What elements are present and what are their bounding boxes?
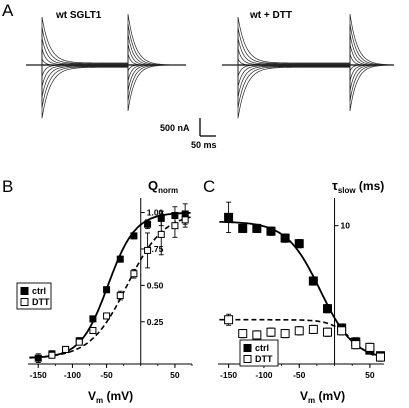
scale-time-label: 50 ms — [191, 140, 217, 150]
data-point-ctrl — [116, 255, 124, 263]
data-point-ctrl — [266, 226, 276, 236]
current-trace — [222, 13, 395, 119]
current-trace — [222, 33, 394, 98]
data-point-ctrl — [322, 304, 332, 314]
data-point-dtt — [365, 342, 375, 352]
data-point-ctrl — [144, 220, 152, 228]
current-trace — [26, 16, 186, 112]
data-point-dtt — [294, 326, 304, 336]
data-point-dtt — [144, 246, 152, 254]
scale-bar: 500 nA 50 ms — [160, 118, 217, 150]
data-point-dtt — [224, 315, 234, 325]
x-tick-label: 50 — [170, 370, 180, 380]
data-point-ctrl — [238, 223, 248, 233]
data-point-dtt — [375, 352, 385, 362]
data-point-dtt — [252, 330, 262, 340]
data-point-dtt — [103, 312, 111, 320]
data-point-ctrl — [130, 232, 138, 240]
data-point-dtt — [116, 292, 124, 300]
x-tick-label: -100 — [64, 370, 81, 380]
current-trace — [26, 23, 186, 108]
current-trace — [222, 48, 394, 82]
current-trace — [222, 16, 395, 112]
panel-a-label: A — [2, 1, 14, 20]
legend-label-dtt: DTT — [255, 354, 273, 364]
y-tick-label: 1.00 — [147, 208, 164, 218]
trace-panel-right: wt + DTT — [222, 10, 395, 119]
x-axis-label: Vm (mV) — [300, 389, 345, 405]
x-tick-label: -100 — [255, 370, 272, 380]
data-point-dtt — [62, 345, 70, 353]
data-point-ctrl — [34, 354, 42, 362]
data-point-dtt — [130, 270, 138, 278]
panel-b-label: B — [2, 177, 13, 196]
x-tick-label: -150 — [220, 370, 237, 380]
data-point-ctrl — [294, 239, 304, 249]
x-tick-label: -150 — [30, 370, 47, 380]
legend-label-dtt: DTT — [32, 297, 50, 307]
y-tick-label: 0.50 — [147, 280, 164, 290]
trace-right-title: wt + DTT — [249, 10, 292, 21]
scale-current-label: 500 nA — [160, 123, 190, 133]
trace-panel-left: wt SGLT1 — [26, 10, 187, 119]
current-trace — [26, 13, 187, 119]
current-trace — [222, 27, 395, 102]
current-trace — [222, 23, 394, 108]
y-tick-label: 10 — [341, 221, 351, 231]
data-point-ctrl — [103, 286, 111, 294]
data-point-ctrl — [252, 223, 262, 233]
x-tick-label: -50 — [100, 370, 113, 380]
chart-b: -150 -100 -50 50 0.25 0.50 0.75 1.00 Qnorm Vm (mV… — [16, 178, 193, 405]
data-point-dtt — [351, 340, 361, 350]
y-axis-label: Qnorm — [148, 178, 178, 195]
y-axis-label: τslow (ms) — [332, 178, 384, 195]
y-tick-label: 0.25 — [147, 317, 164, 327]
current-trace — [222, 43, 394, 87]
legend-label-ctrl: ctrl — [32, 286, 46, 296]
fit-curve-ctrl — [29, 212, 191, 359]
data-point-dtt — [238, 329, 248, 339]
data-point-dtt — [337, 326, 347, 336]
data-point-ctrl — [224, 212, 234, 222]
panel-c-label: C — [203, 177, 215, 196]
data-point-dtt — [157, 230, 165, 238]
current-trace — [222, 37, 394, 92]
data-point-dtt — [280, 329, 290, 339]
legend-marker-dtt — [243, 355, 252, 363]
data-point-ctrl — [89, 315, 97, 323]
trace-left-title: wt SGLT1 — [55, 10, 102, 21]
trace-right-curves — [222, 13, 395, 119]
data-point-dtt — [89, 327, 97, 335]
data-point-ctrl — [280, 233, 290, 243]
data-point-dtt — [266, 327, 276, 337]
data-point-dtt — [308, 324, 318, 334]
y-tick-label: 0.75 — [147, 244, 164, 254]
data-point-dtt — [48, 351, 56, 359]
data-point-dtt — [322, 327, 332, 337]
trace-left-curves — [26, 13, 187, 119]
x-tick-label: -50 — [293, 370, 306, 380]
x-axis-label: Vm (mV) — [88, 389, 133, 405]
legend-marker-dtt — [20, 298, 29, 306]
fit-curve-dtt — [29, 216, 191, 359]
fit-curve-dtt — [219, 318, 383, 359]
data-point-dtt — [171, 222, 179, 230]
data-point-dtt — [181, 216, 189, 224]
legend-marker-ctrl — [20, 287, 29, 295]
data-point-dtt — [75, 338, 83, 346]
x-tick-label: 50 — [365, 370, 375, 380]
legend-label-ctrl: ctrl — [255, 343, 269, 353]
data-point-ctrl — [308, 276, 318, 286]
legend-marker-ctrl — [243, 344, 252, 352]
